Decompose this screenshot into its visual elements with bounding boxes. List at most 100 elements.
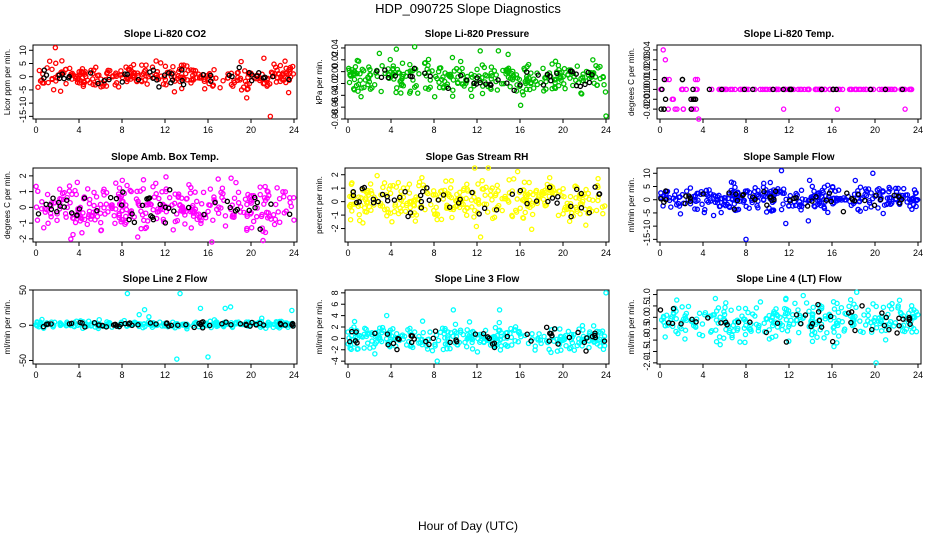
- data-point: [528, 226, 535, 233]
- data-point: [662, 57, 669, 63]
- data-point: [556, 188, 563, 194]
- data-point: [150, 67, 157, 73]
- data-point: [852, 327, 858, 334]
- data-point: [45, 79, 52, 86]
- data-point: [446, 204, 453, 210]
- data-point: [479, 90, 486, 97]
- data-point: [443, 178, 449, 184]
- data-point: [530, 85, 537, 91]
- x-tick-label: 24: [601, 248, 611, 258]
- data-point: [127, 187, 133, 194]
- data-point: [243, 95, 250, 101]
- data-point: [66, 188, 73, 194]
- data-point: [778, 167, 785, 174]
- data-point: [578, 339, 585, 345]
- data-point: [549, 195, 556, 201]
- data-point: [729, 332, 735, 339]
- data-point: [689, 316, 695, 323]
- points-group: [35, 44, 297, 120]
- data-point: [290, 71, 297, 77]
- data-point: [892, 185, 899, 192]
- x-tick-label: 12: [472, 125, 482, 135]
- data-point: [155, 206, 161, 212]
- data-point: [546, 174, 553, 181]
- data-point: [52, 60, 59, 67]
- x-tick-label: 16: [203, 125, 213, 135]
- data-point: [536, 331, 542, 337]
- x-tick-label: 0: [657, 370, 662, 380]
- x-tick-label: 12: [784, 248, 794, 258]
- data-point: [740, 191, 747, 198]
- data-point: [62, 210, 69, 217]
- data-point: [192, 68, 199, 74]
- data-point: [686, 193, 692, 199]
- data-point: [33, 183, 39, 190]
- panel-title: Slope Line 2 Flow: [123, 274, 208, 285]
- data-point: [600, 73, 606, 80]
- data-point: [66, 73, 73, 80]
- data-point: [142, 225, 148, 232]
- data-point: [422, 70, 428, 76]
- data-point: [290, 194, 297, 201]
- data-point: [701, 209, 708, 216]
- data-point: [442, 335, 448, 341]
- data-point: [390, 63, 397, 69]
- data-point: [399, 202, 406, 208]
- data-point: [846, 303, 852, 310]
- data-point: [120, 189, 126, 195]
- data-point: [900, 185, 907, 192]
- y-tick-label: -4: [330, 357, 340, 365]
- data-point: [573, 206, 580, 212]
- data-point: [513, 72, 520, 78]
- data-point: [411, 65, 418, 72]
- data-point: [175, 322, 181, 328]
- x-tick-label: 20: [558, 370, 568, 380]
- data-point: [517, 82, 523, 88]
- panel-title: Slope Line 4 (LT) Flow: [736, 274, 842, 285]
- x-tick-label: 20: [870, 125, 880, 135]
- x-tick-label: 24: [913, 248, 923, 258]
- data-point: [355, 88, 361, 94]
- data-point: [583, 348, 589, 354]
- data-point: [143, 62, 149, 68]
- chart-panel: Slope Sample Flow ml/min per min. 0 4 8 12 16 2…: [627, 152, 923, 258]
- data-point: [805, 218, 812, 224]
- data-point: [272, 216, 279, 223]
- data-point: [426, 69, 432, 75]
- data-point: [445, 85, 451, 92]
- data-point: [64, 204, 70, 211]
- data-point: [865, 312, 871, 319]
- data-point: [161, 72, 168, 78]
- data-point: [568, 213, 574, 220]
- data-point: [227, 304, 234, 310]
- data-point: [577, 83, 584, 90]
- data-point: [447, 185, 454, 191]
- data-point: [367, 86, 374, 92]
- data-point: [662, 322, 669, 329]
- data-point: [806, 323, 812, 330]
- data-point: [458, 329, 464, 335]
- data-point: [231, 214, 237, 220]
- data-point: [200, 72, 207, 78]
- data-point: [91, 319, 98, 326]
- data-point: [776, 188, 782, 195]
- panel-title: Slope Li-820 Temp.: [744, 29, 835, 40]
- data-point: [177, 202, 183, 209]
- data-point: [68, 236, 74, 242]
- data-point: [84, 221, 91, 228]
- data-point: [200, 189, 207, 196]
- data-point: [254, 205, 260, 211]
- data-point: [517, 205, 523, 211]
- data-point: [276, 219, 283, 225]
- data-point: [766, 312, 772, 319]
- data-point: [693, 319, 699, 325]
- data-point: [663, 312, 670, 318]
- data-point: [683, 193, 689, 199]
- data-point: [357, 77, 363, 84]
- data-point: [449, 93, 456, 99]
- data-point: [781, 305, 788, 312]
- data-point: [838, 304, 845, 311]
- data-point: [76, 206, 83, 212]
- data-point: [857, 208, 864, 214]
- data-point: [876, 315, 882, 322]
